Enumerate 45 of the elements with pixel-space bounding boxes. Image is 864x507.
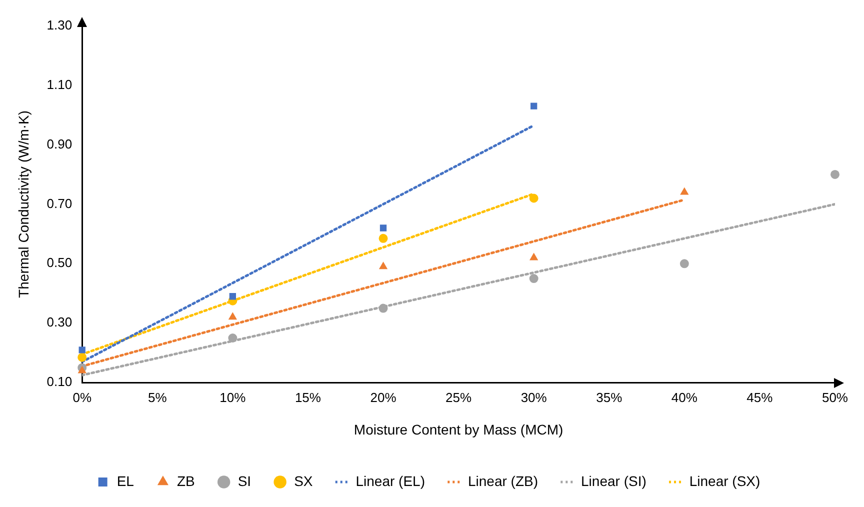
- point: [530, 102, 538, 110]
- point: [228, 334, 238, 342]
- y-tick-label: 0.90: [46, 136, 72, 152]
- y-tick-label: 0.70: [46, 196, 72, 211]
- x-tick-label: 35%: [596, 390, 623, 405]
- x-axis-title: Moisture Content by Mass (MCM): [354, 421, 564, 438]
- point: [830, 170, 840, 179]
- x-tick-label: 50%: [822, 390, 848, 405]
- legend-label: ZB: [176, 472, 195, 489]
- point: [78, 352, 87, 362]
- x-tick-label: 30%: [520, 390, 548, 405]
- legend-label: Linear (ZB): [468, 472, 538, 489]
- point: [78, 366, 86, 374]
- x-tick-label: 45%: [746, 390, 774, 405]
- point: [378, 234, 388, 243]
- x-tick-label: 15%: [294, 390, 322, 405]
- x-tick-label: 10%: [220, 390, 246, 405]
- legend-label: SI: [238, 472, 252, 489]
- point: [378, 304, 388, 313]
- point: [680, 259, 689, 268]
- y-tick-label: 0.50: [46, 255, 72, 270]
- y-tick-label: 0.10: [46, 374, 72, 390]
- y-tick-label: 0.30: [46, 314, 72, 330]
- point: [529, 274, 538, 284]
- point: [229, 293, 236, 300]
- point: [379, 262, 388, 270]
- y-tick-label: 1.30: [46, 17, 72, 32]
- point: [680, 188, 688, 195]
- x-tick-label: 20%: [370, 390, 397, 405]
- point: [380, 224, 387, 232]
- x-tick-label: 5%: [148, 390, 168, 405]
- x-tick-label: 25%: [446, 390, 472, 405]
- point: [78, 346, 86, 354]
- point: [529, 194, 538, 203]
- y-tick-label: 1.10: [46, 76, 72, 92]
- legend-label: EL: [116, 472, 134, 489]
- legend-label: Linear (EL): [356, 472, 426, 489]
- x-tick-label: 40%: [671, 390, 698, 405]
- legend-label: SX: [294, 472, 314, 489]
- legend-label: Linear (SI): [581, 472, 646, 489]
- legend-label: Linear (SX): [689, 472, 760, 489]
- y-axis-title: Thermal Conductivity (W/m·K): [15, 110, 32, 298]
- point: [228, 312, 237, 320]
- point: [530, 253, 538, 260]
- x-tick-label: 0%: [72, 390, 92, 405]
